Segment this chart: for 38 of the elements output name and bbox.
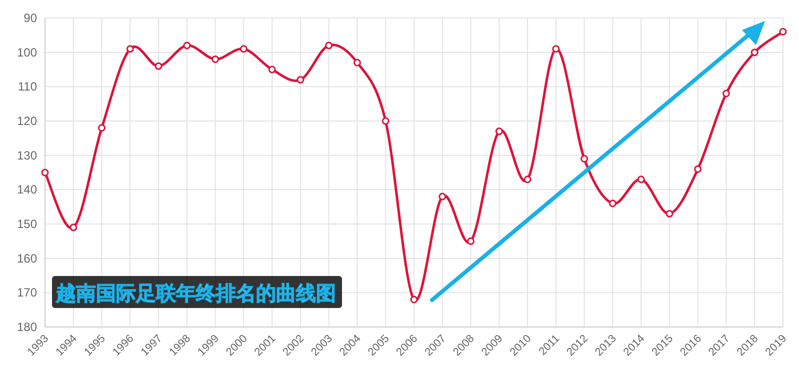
point [410,296,418,304]
point [722,90,730,98]
point [268,66,276,74]
text: 越南国际足联年终排名的曲线图 [55,283,336,305]
point [296,76,304,84]
point [183,42,191,50]
point [495,128,503,136]
point [41,168,49,176]
y-tick-label: 170 [16,286,38,300]
y-tick-label: 140 [16,182,38,197]
y-tick-label: 160 [16,251,38,266]
y-tick-label: 130 [16,148,38,162]
point [580,155,588,163]
y-tick-label: 90 [24,11,38,25]
point [608,200,616,208]
point [70,224,78,232]
point [240,45,248,53]
point [438,192,446,200]
y-tick-label: 150 [16,217,38,231]
point [212,55,220,63]
point [325,42,333,50]
y-tick-label: 100 [16,45,38,60]
point [694,165,702,173]
y-tick-label: 180 [16,320,38,334]
point [637,176,645,184]
y-tick-label: 110 [18,80,38,94]
point [779,28,787,36]
y-tick-label: 120 [16,114,38,128]
point [666,210,674,218]
point [552,45,560,53]
point [524,176,532,184]
point [353,58,361,66]
point [382,117,390,125]
point [154,62,162,70]
point [98,124,106,132]
point [467,237,475,245]
point [126,45,134,53]
point [750,48,758,56]
